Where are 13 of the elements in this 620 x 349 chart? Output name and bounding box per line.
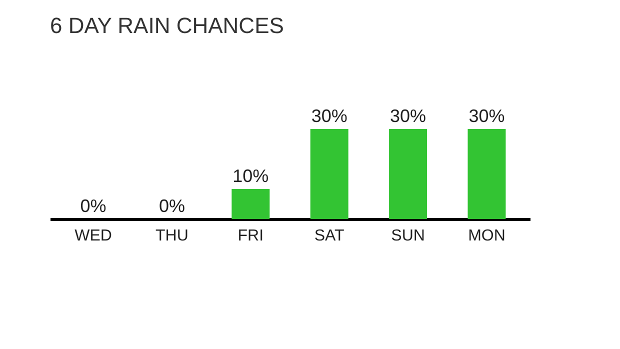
x-tick-label: WED <box>74 228 112 244</box>
data-label: 30% <box>311 106 348 126</box>
x-tick-label: MON <box>468 228 506 244</box>
data-label: 0% <box>80 196 106 216</box>
x-tick-label: THU <box>156 228 188 244</box>
x-tick-label: FRI <box>238 228 264 244</box>
data-label: 0% <box>158 196 185 216</box>
data-label: 30% <box>468 106 505 126</box>
data-label: 10% <box>232 166 269 186</box>
data-label: 30% <box>390 106 426 126</box>
x-tick-label: SAT <box>314 228 345 244</box>
chart-title: 6 DAY RAIN CHANCES <box>50 13 284 38</box>
x-tick-label: SUN <box>391 228 425 244</box>
